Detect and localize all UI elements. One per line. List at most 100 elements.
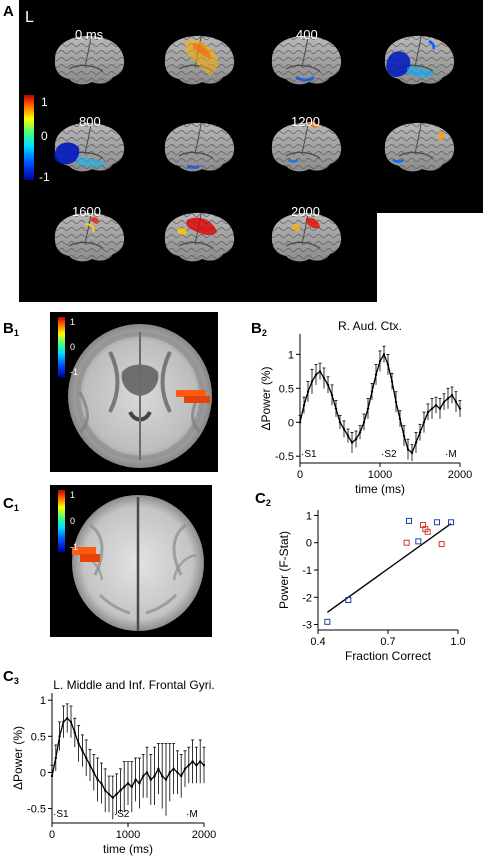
panel-c1-colorbar-tick-max: 1 <box>70 490 75 500</box>
panel-c1-colorbar-tick-min: -1 <box>70 542 78 552</box>
b2-point-26 <box>402 434 406 438</box>
panel-label-b2: B2 <box>251 320 267 338</box>
b2-point-17 <box>366 407 370 410</box>
chart-c2: 0.4 0.7 1.0 -3 -2 -1 0 1 Fraction Correct Power (… <box>277 510 466 663</box>
c2-xtick-label-1: 0.7 <box>380 636 395 648</box>
brain-800ms <box>54 122 125 172</box>
b2-point-19 <box>374 373 378 376</box>
panel-a-brain-montage: L 0 ms 400 800 1200 1600 <box>19 0 483 302</box>
c3-xtick-label-1: 1000 <box>116 829 140 841</box>
b2-point-13 <box>350 441 354 444</box>
panel-a-colorbar-tick-max: 1 <box>41 95 48 109</box>
c2-series1-point-0 <box>403 539 410 546</box>
b2-point-3 <box>310 380 314 383</box>
c3-point-37 <box>191 760 194 763</box>
chart-c3: L. Middle and Inf. Frontal Gyri. 0 1000 200… <box>11 678 216 856</box>
b2-event-1: ·S2 <box>381 449 397 460</box>
c3-point-30 <box>164 778 168 781</box>
panel-label-b1-main: B <box>3 320 14 337</box>
panel-c1-colorbar-tick-mid: 0 <box>70 516 75 526</box>
b2-point-12 <box>346 434 350 438</box>
brain-1600ms <box>54 212 125 262</box>
brain-2000ms <box>271 212 342 262</box>
panel-label-c2-main: C <box>255 490 266 507</box>
b2-xtick-label-2: 2000 <box>448 469 472 481</box>
panel-a-background-top <box>19 0 483 213</box>
brain-200ms <box>164 35 235 86</box>
panel-b1-colorbar-tick-min: -1 <box>70 367 78 377</box>
b2-event-2: ·M <box>445 449 457 460</box>
hemisphere-label: L <box>25 9 34 26</box>
b2-ytick-label-3: 1 <box>288 349 294 361</box>
b2-point-8 <box>330 393 334 397</box>
c2-series0-point-5 <box>448 519 454 526</box>
c3-point-20 <box>126 782 130 785</box>
c3-point-39 <box>199 760 202 763</box>
c2-ylabel: Power (F-Stat) <box>277 531 291 609</box>
c3-point-29 <box>161 774 164 778</box>
b2-point-37 <box>446 397 450 400</box>
c3-xlabel: time (ms) <box>103 842 153 856</box>
panel-label-c1-sub: 1 <box>13 503 19 513</box>
c3-point-14 <box>104 789 107 792</box>
c2-series0-point-3 <box>415 538 422 545</box>
brain-1200ms <box>271 121 342 172</box>
panel-label-b1: B1 <box>3 320 19 338</box>
time-label-400: 400 <box>296 27 318 42</box>
panel-label-b2-sub: 2 <box>261 328 267 338</box>
c3-point-16 <box>111 796 115 799</box>
c2-xtick-label-2: 1.0 <box>450 636 465 648</box>
panel-label-c3-sub: 3 <box>13 676 19 686</box>
time-label-800: 800 <box>79 114 101 129</box>
panel-label-b1-sub: 1 <box>13 328 19 338</box>
panel-b1-axial-mri: 1 0 -1 <box>50 312 218 472</box>
b2-point-31 <box>422 421 426 424</box>
b2-point-23 <box>390 380 394 383</box>
c3-point-13 <box>100 782 103 785</box>
c3-point-27 <box>153 774 156 778</box>
b2-point-22 <box>386 363 390 366</box>
b2-ytick-label-2: 0.5 <box>279 383 294 395</box>
b2-xlabel: time (ms) <box>355 482 405 496</box>
c3-point-6 <box>73 731 77 734</box>
c3-event-1: ·S2 <box>114 809 130 820</box>
c3-point-7 <box>77 742 80 745</box>
panel-label-c2-sub: 2 <box>265 498 271 508</box>
b2-point-33 <box>430 407 434 410</box>
panel-label-b2-main: B <box>251 320 262 337</box>
c3-point-8 <box>81 749 84 752</box>
c3-point-38 <box>195 764 198 767</box>
b2-point-35 <box>438 407 442 410</box>
brain-400ms <box>271 35 342 86</box>
c3-point-17 <box>115 792 118 796</box>
c3-point-36 <box>187 764 190 767</box>
c3-point-35 <box>183 767 187 771</box>
b2-point-11 <box>342 427 346 431</box>
b2-point-2 <box>306 390 310 393</box>
c3-point-10 <box>88 764 92 767</box>
b2-point-34 <box>434 404 438 407</box>
panel-b1-colorbar <box>58 317 65 377</box>
brain-1000ms <box>164 122 235 172</box>
b2-point-25 <box>398 417 402 421</box>
c2-ytick-label-0: -3 <box>302 620 312 632</box>
b2-point-10 <box>338 421 342 424</box>
c3-ytick-label-3: 1 <box>40 695 46 707</box>
c2-xlabel: Fraction Correct <box>345 649 432 663</box>
time-label-2000: 2000 <box>291 204 320 219</box>
brain-1400ms <box>384 122 455 172</box>
b2-title: R. Aud. Ctx. <box>338 319 402 333</box>
c3-point-34 <box>180 774 183 778</box>
c2-series1-point-4 <box>438 541 445 548</box>
c3-point-19 <box>123 785 126 789</box>
panel-b1-colorbar-tick-max: 1 <box>70 317 75 327</box>
panel-a-colorbar-tick-mid: 0 <box>41 129 48 143</box>
b2-point-28 <box>410 451 414 455</box>
b2-point-18 <box>370 390 374 393</box>
b2-point-29 <box>414 441 418 444</box>
b1-activation-patch-2 <box>184 396 210 403</box>
c3-point-12 <box>96 778 99 781</box>
c3-point-15 <box>107 792 111 796</box>
c3-point-31 <box>168 771 171 774</box>
panel-label-a: A <box>3 3 14 20</box>
